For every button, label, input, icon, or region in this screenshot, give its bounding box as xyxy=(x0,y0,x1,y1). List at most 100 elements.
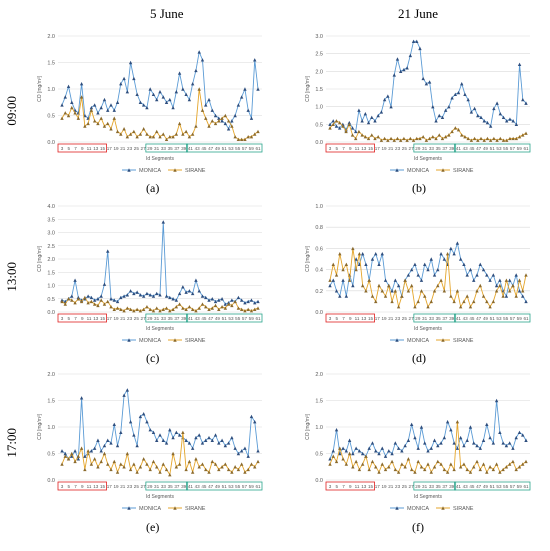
data-point-sirane xyxy=(115,470,120,474)
data-point-sirane xyxy=(128,132,133,136)
data-point-sirane xyxy=(220,116,224,120)
x-tick-label: 17 xyxy=(375,484,381,489)
data-point-monica xyxy=(450,96,454,100)
data-point-monica xyxy=(383,278,388,282)
data-point-monica xyxy=(171,435,175,440)
x-tick-label: 27 xyxy=(409,484,415,489)
data-point-sirane xyxy=(213,303,218,308)
data-point-sirane xyxy=(514,294,518,298)
y-tick-label: 2.0 xyxy=(47,257,55,263)
chart-svg-d: 0.00.20.40.60.81.0CO [mg/m³]3 5 7 9 11 13 15 17… xyxy=(305,204,531,344)
legend-marker-monica xyxy=(127,168,131,172)
x-tick-label: 39 xyxy=(181,316,187,321)
data-point-sirane xyxy=(338,252,342,256)
data-point-monica xyxy=(521,433,525,437)
segment-group-teal-1 xyxy=(413,313,457,323)
legend-marker-sirane xyxy=(441,506,445,510)
data-point-monica xyxy=(164,294,169,298)
data-point-monica xyxy=(354,257,358,261)
legend-label-monica: MONICA xyxy=(407,506,429,512)
data-point-sirane xyxy=(177,462,182,466)
y-tick-label: 0.0 xyxy=(47,310,55,316)
data-point-sirane xyxy=(112,116,116,120)
data-point-sirane xyxy=(501,294,505,298)
data-point-sirane xyxy=(432,289,437,293)
legend-marker-monica xyxy=(127,506,131,510)
x-tick-label: 5 xyxy=(67,316,70,321)
data-point-monica xyxy=(239,298,244,302)
data-point-monica xyxy=(73,449,77,453)
data-point-monica xyxy=(432,273,437,277)
data-point-monica xyxy=(145,105,149,110)
data-point-sirane xyxy=(354,459,358,464)
data-point-monica xyxy=(151,430,156,434)
data-point-monica xyxy=(106,438,110,442)
data-point-monica xyxy=(92,446,97,450)
data-point-sirane xyxy=(453,126,458,130)
chart-svg-a: 0.00.51.01.52.0CO [mg/m³]3 5 7 9 11 13 15 17 19 2… xyxy=(37,34,263,174)
data-point-sirane xyxy=(220,465,224,469)
data-point-sirane xyxy=(106,121,110,126)
x-tick-label: 7 xyxy=(342,316,345,321)
data-point-sirane xyxy=(155,465,159,469)
data-point-monica xyxy=(246,454,250,458)
y-tick-label: 3.5 xyxy=(47,217,55,223)
data-point-sirane xyxy=(393,467,398,472)
data-point-monica xyxy=(443,108,448,112)
x-tick-label: 17 xyxy=(375,316,381,321)
x-tick-label: 17 xyxy=(107,316,113,321)
data-point-monica xyxy=(119,82,123,86)
data-point-monica xyxy=(472,106,477,111)
x-tick-label: 21 xyxy=(120,484,126,489)
data-point-monica xyxy=(424,82,429,86)
data-point-monica xyxy=(204,103,208,107)
data-point-sirane xyxy=(488,138,493,142)
data-point-monica xyxy=(398,69,403,74)
data-point-sirane xyxy=(469,138,474,142)
data-point-monica xyxy=(138,293,143,297)
x-tick-label: 45 xyxy=(201,146,207,151)
x-tick-label: 15 xyxy=(368,146,374,151)
data-point-monica xyxy=(236,295,241,300)
x-tick-label: 15 xyxy=(100,146,106,151)
data-point-sirane xyxy=(491,299,496,304)
x-axis-label: Id Segments xyxy=(414,494,443,500)
data-point-sirane xyxy=(217,467,221,472)
data-point-monica xyxy=(379,110,384,114)
data-point-sirane xyxy=(99,459,103,464)
data-point-sirane xyxy=(514,136,519,141)
legend-marker-sirane xyxy=(173,168,177,172)
data-point-monica xyxy=(482,119,486,123)
data-point-sirane xyxy=(383,294,388,298)
series-line-monica xyxy=(329,40,527,133)
data-point-sirane xyxy=(194,457,198,461)
data-point-sirane xyxy=(338,446,342,450)
data-point-monica xyxy=(135,443,139,448)
x-tick-label: 53 xyxy=(228,484,234,489)
data-point-monica xyxy=(409,422,414,427)
data-point-monica xyxy=(223,443,228,448)
data-point-monica xyxy=(392,73,396,77)
data-point-monica xyxy=(411,39,416,43)
data-point-sirane xyxy=(223,462,228,466)
data-point-sirane xyxy=(155,129,159,134)
data-point-sirane xyxy=(403,278,407,282)
x-tick-label: 59 xyxy=(517,316,523,321)
x-tick-label: 21 xyxy=(120,146,126,151)
data-point-monica xyxy=(190,291,195,296)
data-point-sirane xyxy=(424,138,429,142)
data-point-sirane xyxy=(449,294,453,298)
x-tick-label: 27 xyxy=(141,146,147,151)
data-point-monica xyxy=(122,76,126,81)
x-tick-label: 41 xyxy=(188,316,194,321)
x-tick-label: 49 xyxy=(215,484,221,489)
series-line-sirane xyxy=(329,120,527,141)
data-point-sirane xyxy=(161,307,165,312)
x-tick-label: 41 xyxy=(188,484,194,489)
data-point-sirane xyxy=(132,308,136,313)
data-point-sirane xyxy=(485,470,489,474)
x-tick-label: 7 xyxy=(74,484,77,489)
data-point-monica xyxy=(367,446,371,450)
legend-marker-monica xyxy=(395,338,399,342)
y-tick-label: 2.0 xyxy=(315,69,323,75)
